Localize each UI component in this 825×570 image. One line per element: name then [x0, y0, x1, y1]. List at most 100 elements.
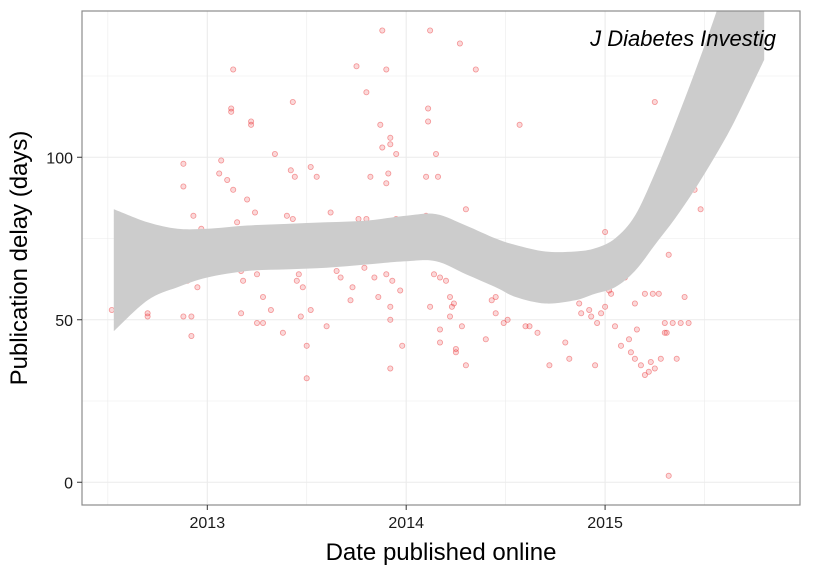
- data-point: [180, 183, 187, 190]
- data-point: [456, 40, 463, 47]
- data-point: [612, 323, 619, 330]
- data-point: [230, 66, 237, 73]
- x-tick-label: 2014: [388, 515, 424, 532]
- data-point: [641, 371, 648, 378]
- data-point: [655, 290, 662, 297]
- data-point: [427, 303, 434, 310]
- data-point: [430, 271, 437, 278]
- data-point: [578, 310, 585, 317]
- data-point: [448, 303, 455, 310]
- y-axis: 0 50 100: [46, 150, 82, 492]
- data-point: [665, 472, 672, 479]
- data-point: [234, 219, 241, 226]
- data-point: [458, 323, 465, 330]
- data-point: [425, 118, 432, 125]
- data-point: [194, 284, 201, 291]
- data-point: [637, 362, 644, 369]
- data-point: [594, 319, 601, 326]
- data-point: [180, 160, 187, 167]
- data-point: [307, 306, 314, 313]
- data-point: [649, 290, 656, 297]
- data-point: [267, 306, 274, 313]
- data-point: [633, 326, 640, 333]
- data-point: [492, 293, 499, 300]
- data-point: [190, 212, 197, 219]
- data-point: [180, 313, 187, 320]
- data-point: [661, 319, 668, 326]
- data-point: [353, 63, 360, 70]
- data-point: [108, 306, 115, 313]
- data-point: [534, 329, 541, 336]
- data-point: [259, 319, 266, 326]
- data-point: [313, 173, 320, 180]
- data-point: [385, 170, 392, 177]
- data-point: [244, 196, 251, 203]
- data-point: [546, 362, 553, 369]
- data-point: [248, 118, 255, 125]
- data-point: [367, 173, 374, 180]
- data-point: [291, 173, 298, 180]
- data-point: [462, 206, 469, 213]
- data-point: [427, 27, 434, 34]
- data-point: [598, 310, 605, 317]
- x-tick-label: 2015: [587, 515, 623, 532]
- data-point: [363, 89, 370, 96]
- data-point: [375, 293, 382, 300]
- data-point: [216, 170, 223, 177]
- data-point: [608, 290, 615, 297]
- data-point: [472, 66, 479, 73]
- data-point: [393, 150, 400, 157]
- data-point: [681, 293, 688, 300]
- data-point: [379, 144, 386, 151]
- data-point: [293, 277, 300, 284]
- data-point: [452, 345, 459, 352]
- y-tick-label: 0: [64, 475, 73, 492]
- x-tick-label: 2013: [190, 515, 226, 532]
- data-point: [663, 329, 670, 336]
- data-point: [697, 206, 704, 213]
- data-point: [436, 326, 443, 333]
- data-point: [673, 355, 680, 362]
- smooth-confidence-band: [113, 11, 765, 332]
- data-point: [562, 339, 569, 346]
- data-point: [602, 303, 609, 310]
- x-axis: 2013 2014 2015: [190, 505, 623, 532]
- data-point: [661, 329, 668, 336]
- data-point: [144, 313, 151, 320]
- data-point: [379, 27, 386, 34]
- data-point: [327, 209, 334, 216]
- data-point: [452, 349, 459, 356]
- data-point: [349, 284, 356, 291]
- data-point: [500, 319, 507, 326]
- data-point: [618, 342, 625, 349]
- data-point: [588, 313, 595, 320]
- data-point: [387, 141, 394, 148]
- data-point: [238, 310, 245, 317]
- data-point: [436, 339, 443, 346]
- data-point: [295, 271, 302, 278]
- data-point: [383, 66, 390, 73]
- data-point: [462, 362, 469, 369]
- data-point: [144, 310, 151, 317]
- data-point: [283, 212, 290, 219]
- data-point: [651, 99, 658, 106]
- data-point: [279, 329, 286, 336]
- data-point: [253, 271, 260, 278]
- data-point: [387, 134, 394, 141]
- data-point: [602, 228, 609, 235]
- data-point: [251, 209, 258, 216]
- data-point: [377, 121, 384, 128]
- data-point: [228, 105, 235, 112]
- data-point: [657, 355, 664, 362]
- data-point: [230, 186, 237, 193]
- data-point: [387, 303, 394, 310]
- data-point: [522, 323, 529, 330]
- data-point: [627, 349, 634, 356]
- data-point: [224, 176, 231, 183]
- data-point: [371, 274, 378, 281]
- data-point: [446, 293, 453, 300]
- data-point: [299, 284, 306, 291]
- data-point: [526, 323, 533, 330]
- data-point: [389, 277, 396, 284]
